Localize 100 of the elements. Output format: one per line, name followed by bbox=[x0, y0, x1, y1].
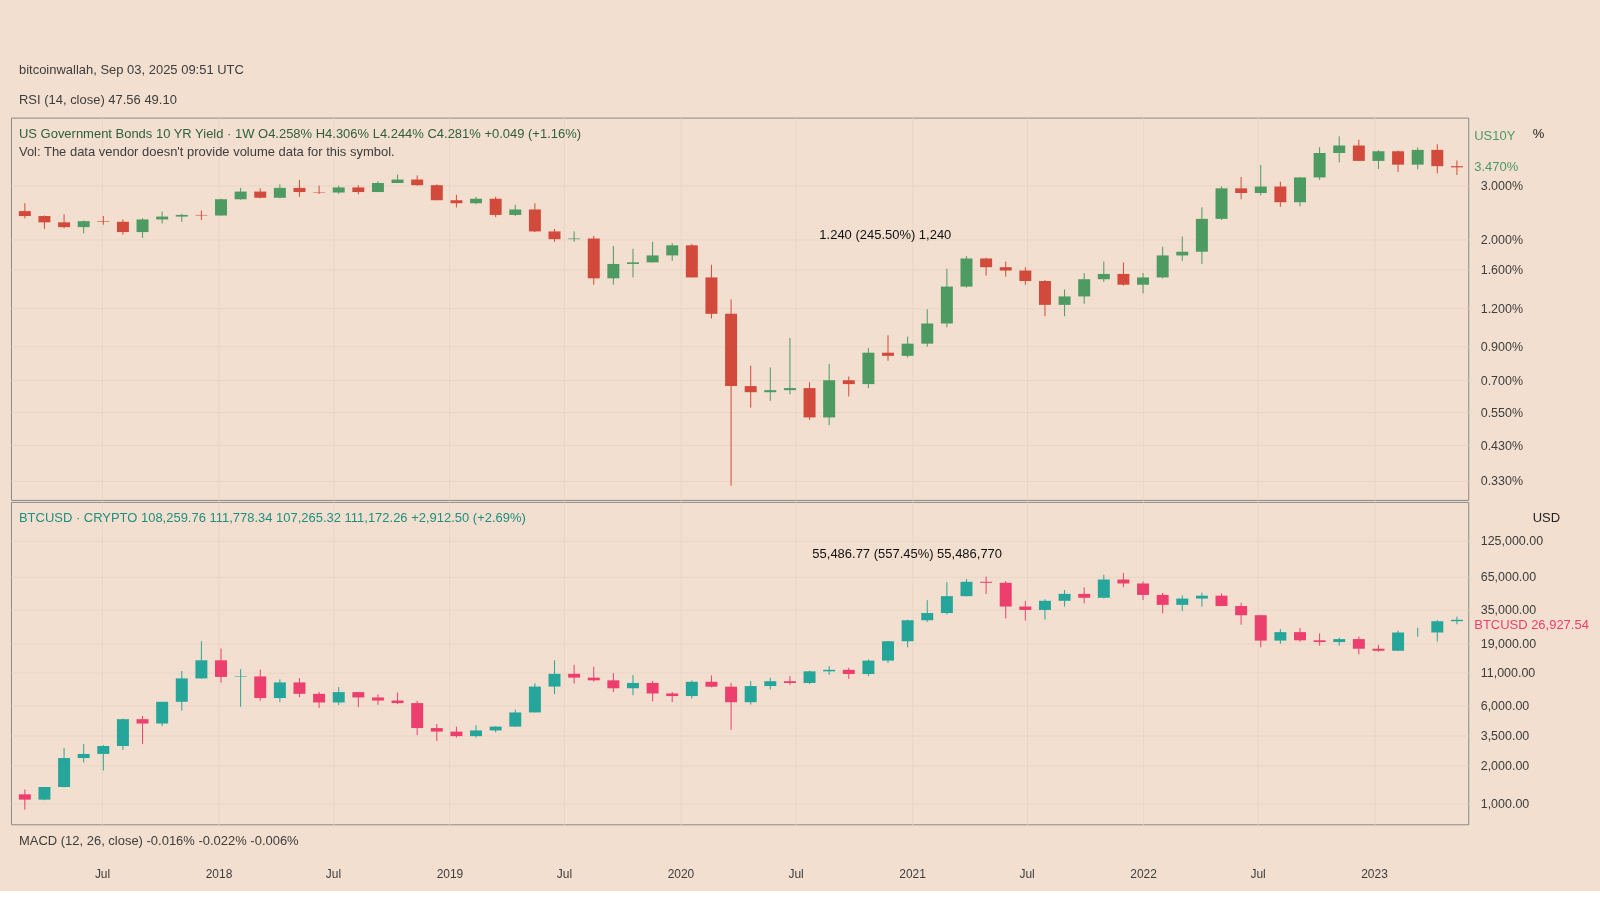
y-tick-label: 3.000% bbox=[1480, 179, 1524, 194]
candlestick bbox=[175, 670, 188, 712]
candlestick bbox=[999, 580, 1012, 619]
candlestick bbox=[568, 664, 581, 684]
candlestick bbox=[1392, 630, 1405, 652]
candlestick bbox=[528, 202, 541, 233]
candlestick bbox=[1058, 288, 1071, 317]
candlestick bbox=[1372, 149, 1385, 170]
candlestick bbox=[77, 743, 90, 763]
x-tick-label: 2018 bbox=[205, 866, 233, 881]
candlestick bbox=[607, 672, 620, 693]
y-tick-label: 1.200% bbox=[1480, 301, 1524, 316]
candlestick bbox=[1411, 147, 1424, 170]
y-tick-label: 1,000.00 bbox=[1480, 796, 1530, 811]
x-tick-label: Jul bbox=[1019, 866, 1035, 881]
candlestick bbox=[1313, 632, 1326, 647]
candlestick bbox=[313, 185, 326, 195]
candlestick bbox=[783, 337, 796, 395]
x-tick-label: Jul bbox=[325, 866, 342, 881]
candlestick bbox=[607, 245, 620, 286]
y-tick-label: 1.600% bbox=[1480, 263, 1524, 278]
candlestick bbox=[1038, 279, 1051, 317]
candlestick bbox=[58, 213, 71, 229]
candlestick bbox=[725, 682, 738, 731]
y-tick-label: 0.430% bbox=[1480, 438, 1524, 453]
candlestick bbox=[293, 677, 306, 698]
annotation: 1.240 (245.50%) 1,240 bbox=[819, 227, 952, 243]
text: US Government Bonds 10 YR Yield · 1W O4.258% H4.306% L4.244% C4.281% +0.049 (+1.16%) bbox=[18, 125, 582, 141]
y-tick-label: 11,000.00 bbox=[1480, 666, 1536, 681]
text: BTCUSD · CRYPTO 108,259.76 111,778.34 107,265.32 111,172.26 +2,912.50 (+2.69%) bbox=[18, 509, 526, 525]
y-tick-label: 125,000.00 bbox=[1480, 534, 1544, 549]
candlestick bbox=[1254, 164, 1267, 196]
candlestick bbox=[156, 701, 169, 727]
candlestick bbox=[1117, 261, 1130, 287]
y-tick-label: 0.700% bbox=[1480, 373, 1524, 388]
candlestick bbox=[744, 365, 757, 409]
candlestick bbox=[470, 724, 483, 739]
candlestick bbox=[980, 257, 993, 277]
candlestick bbox=[195, 640, 208, 680]
x-tick-label: 2022 bbox=[1130, 866, 1158, 881]
candlestick bbox=[18, 788, 31, 811]
candlestick bbox=[921, 599, 934, 623]
candlestick bbox=[1352, 139, 1365, 162]
candlestick bbox=[371, 693, 384, 706]
candlestick bbox=[1078, 272, 1091, 305]
y-tick-label: 3,500.00 bbox=[1480, 728, 1530, 743]
x-tick-label: 2020 bbox=[667, 866, 695, 881]
candlestick bbox=[685, 679, 698, 700]
text: RSI (14, close) 47.56 49.10 bbox=[18, 91, 177, 107]
candlestick bbox=[783, 675, 796, 686]
candlestick bbox=[254, 669, 267, 702]
candlestick bbox=[901, 336, 914, 358]
candlestick bbox=[273, 678, 286, 703]
candlestick bbox=[626, 248, 639, 278]
candlestick bbox=[1274, 181, 1287, 208]
candlestick bbox=[842, 375, 855, 397]
candlestick bbox=[1431, 143, 1444, 174]
y-axis-title: USD bbox=[1532, 510, 1561, 526]
candlestick bbox=[489, 196, 502, 218]
candlestick bbox=[1038, 598, 1051, 621]
y-tick-label: 0.330% bbox=[1480, 474, 1524, 489]
text: MACD (12, 26, close) -0.016% -0.022% -0.006% bbox=[18, 833, 300, 849]
candlestick bbox=[1333, 135, 1346, 163]
y-tick-label: 65,000.00 bbox=[1480, 569, 1537, 584]
candlestick bbox=[764, 366, 777, 402]
candlestick bbox=[215, 647, 227, 684]
text: Vol: The data vendor doesn't provide volume data for this symbol. bbox=[18, 143, 395, 159]
candlestick bbox=[882, 334, 894, 362]
candlestick bbox=[1137, 581, 1150, 601]
annotation: 55,486.77 (557.45%) 55,486,770 bbox=[812, 545, 1003, 561]
candlestick bbox=[1156, 246, 1169, 279]
candlestick bbox=[646, 680, 659, 702]
x-tick-label: Jul bbox=[556, 866, 573, 881]
text: BTCUSD 26,927.54 bbox=[1474, 616, 1589, 632]
candlestick bbox=[234, 668, 247, 708]
y-tick-label: 2,000.00 bbox=[1480, 759, 1530, 774]
candlestick bbox=[1156, 592, 1169, 614]
candlestick bbox=[97, 744, 110, 771]
candlestick bbox=[548, 659, 561, 695]
text: 3.470% bbox=[1474, 158, 1519, 174]
candlestick bbox=[136, 715, 149, 745]
candlestick bbox=[901, 619, 914, 648]
y-tick-label: 2.000% bbox=[1480, 233, 1524, 248]
candlestick bbox=[980, 575, 993, 595]
candlestick bbox=[940, 581, 953, 615]
candlestick bbox=[1195, 592, 1208, 608]
x-tick-label: 2019 bbox=[436, 866, 464, 881]
candlestick bbox=[313, 691, 326, 709]
candlestick bbox=[626, 674, 639, 696]
x-tick-label: Jul bbox=[788, 866, 804, 881]
candlestick bbox=[136, 217, 149, 239]
candlestick bbox=[744, 680, 757, 706]
candlestick bbox=[1235, 176, 1248, 200]
y-tick-label: 35,000.00 bbox=[1480, 603, 1537, 618]
candlestick bbox=[1431, 619, 1444, 643]
candlestick bbox=[1137, 272, 1150, 294]
candlestick bbox=[332, 686, 345, 706]
y-tick-label: 19,000.00 bbox=[1480, 636, 1537, 651]
x-tick-label: 2023 bbox=[1361, 866, 1389, 881]
candlestick bbox=[1235, 602, 1248, 626]
